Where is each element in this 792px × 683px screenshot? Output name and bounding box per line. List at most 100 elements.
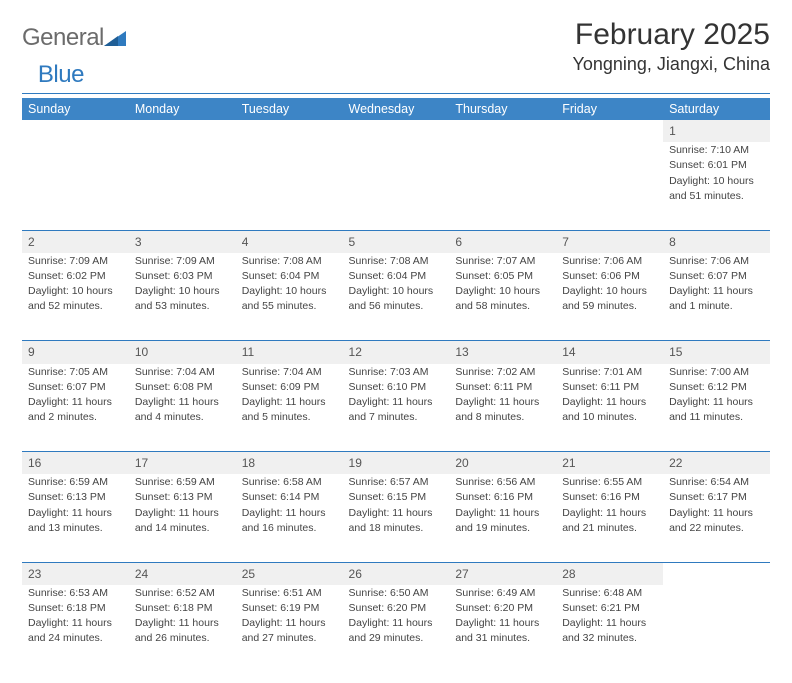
weekday-header: Monday bbox=[129, 98, 236, 120]
day-number: 4 bbox=[242, 235, 249, 249]
sunrise-text: Sunrise: 6:57 AM bbox=[349, 475, 444, 489]
day-number: 2 bbox=[28, 235, 35, 249]
sunset-text: Sunset: 6:07 PM bbox=[669, 269, 764, 283]
logo-text-blue: Blue bbox=[38, 61, 84, 89]
day-cell bbox=[236, 142, 343, 230]
day-number-cell: 26 bbox=[343, 563, 450, 585]
day-number-cell: 1 bbox=[663, 120, 770, 142]
sunset-text: Sunset: 6:07 PM bbox=[28, 380, 123, 394]
daylight-text: and 7 minutes. bbox=[349, 410, 444, 424]
day-cell: Sunrise: 7:00 AMSunset: 6:12 PMDaylight:… bbox=[663, 364, 770, 452]
day-number-cell: 6 bbox=[449, 231, 556, 253]
sunrise-text: Sunrise: 6:50 AM bbox=[349, 586, 444, 600]
daylight-text: Daylight: 11 hours bbox=[135, 506, 230, 520]
daylight-text: Daylight: 11 hours bbox=[455, 616, 550, 630]
daylight-text: Daylight: 10 hours bbox=[242, 284, 337, 298]
day-cell: Sunrise: 7:02 AMSunset: 6:11 PMDaylight:… bbox=[449, 364, 556, 452]
daylight-text: and 58 minutes. bbox=[455, 299, 550, 313]
day-number-cell bbox=[129, 120, 236, 142]
sunset-text: Sunset: 6:20 PM bbox=[349, 601, 444, 615]
day-number-cell bbox=[236, 120, 343, 142]
daynum-row: 16171819202122 bbox=[22, 452, 770, 474]
logo-triangle-icon bbox=[104, 28, 126, 51]
day-number: 14 bbox=[562, 345, 575, 359]
daylight-text: Daylight: 11 hours bbox=[349, 616, 444, 630]
day-number: 16 bbox=[28, 456, 41, 470]
day-number: 23 bbox=[28, 567, 41, 581]
daylight-text: and 11 minutes. bbox=[669, 410, 764, 424]
daylight-text: Daylight: 11 hours bbox=[562, 616, 657, 630]
day-number: 10 bbox=[135, 345, 148, 359]
sunset-text: Sunset: 6:11 PM bbox=[455, 380, 550, 394]
daylight-text: and 10 minutes. bbox=[562, 410, 657, 424]
weekday-header: Sunday bbox=[22, 98, 129, 120]
daylight-text: Daylight: 11 hours bbox=[349, 506, 444, 520]
day-cell: Sunrise: 6:57 AMSunset: 6:15 PMDaylight:… bbox=[343, 474, 450, 562]
day-number-cell: 10 bbox=[129, 341, 236, 363]
sunrise-text: Sunrise: 7:06 AM bbox=[669, 254, 764, 268]
sunrise-text: Sunrise: 6:54 AM bbox=[669, 475, 764, 489]
daylight-text: and 53 minutes. bbox=[135, 299, 230, 313]
day-number-cell: 28 bbox=[556, 563, 663, 585]
day-cell: Sunrise: 7:01 AMSunset: 6:11 PMDaylight:… bbox=[556, 364, 663, 452]
day-content-row: Sunrise: 7:10 AMSunset: 6:01 PMDaylight:… bbox=[22, 142, 770, 230]
day-number: 22 bbox=[669, 456, 682, 470]
sunset-text: Sunset: 6:17 PM bbox=[669, 490, 764, 504]
sunrise-text: Sunrise: 6:59 AM bbox=[28, 475, 123, 489]
daynum-row: 232425262728 bbox=[22, 563, 770, 585]
calendar-page: General February 2025 Yongning, Jiangxi,… bbox=[0, 0, 792, 683]
day-number: 19 bbox=[349, 456, 362, 470]
daylight-text: Daylight: 11 hours bbox=[28, 506, 123, 520]
sunset-text: Sunset: 6:09 PM bbox=[242, 380, 337, 394]
daynum-row: 2345678 bbox=[22, 231, 770, 253]
day-number-cell: 15 bbox=[663, 341, 770, 363]
title-block: February 2025 Yongning, Jiangxi, China bbox=[573, 18, 770, 75]
daylight-text: and 4 minutes. bbox=[135, 410, 230, 424]
sunset-text: Sunset: 6:12 PM bbox=[669, 380, 764, 394]
day-content-row: Sunrise: 7:09 AM Sunset: 6:02 PM Daylight:… bbox=[22, 253, 770, 341]
day-cell bbox=[22, 142, 129, 230]
day-cell: Sunrise: 6:51 AMSunset: 6:19 PMDaylight:… bbox=[236, 585, 343, 673]
day-cell: Sunrise: 6:58 AMSunset: 6:14 PMDaylight:… bbox=[236, 474, 343, 562]
day-number-cell: 23 bbox=[22, 563, 129, 585]
sunset-text: Sunset: 6:08 PM bbox=[135, 380, 230, 394]
day-cell: Sunrise: 7:04 AMSunset: 6:08 PMDaylight:… bbox=[129, 364, 236, 452]
day-number: 18 bbox=[242, 456, 255, 470]
day-cell bbox=[129, 142, 236, 230]
day-cell: Sunrise: 7:08 AMSunset: 6:04 PMDaylight:… bbox=[236, 253, 343, 341]
weekday-header: Tuesday bbox=[236, 98, 343, 120]
day-number-cell: 3 bbox=[129, 231, 236, 253]
day-number: 7 bbox=[562, 235, 569, 249]
sunrise-text: Sunrise: 7:06 AM bbox=[562, 254, 657, 268]
daylight-text: and 22 minutes. bbox=[669, 521, 764, 535]
daylight-text: Daylight: 11 hours bbox=[669, 506, 764, 520]
sunrise-text: Sunrise: 7:05 AM bbox=[28, 365, 123, 379]
sunrise-text: Sunrise: 7:04 AM bbox=[242, 365, 337, 379]
sunrise-text: Sunrise: 7:09 AM bbox=[135, 254, 230, 268]
daylight-text: and 1 minute. bbox=[669, 299, 764, 313]
sunset-text: Sunset: 6:02 PM bbox=[28, 269, 123, 283]
weekday-header: Friday bbox=[556, 98, 663, 120]
daylight-text: and 5 minutes. bbox=[242, 410, 337, 424]
daylight-text: Daylight: 11 hours bbox=[28, 395, 123, 409]
daylight-text: Daylight: 10 hours bbox=[455, 284, 550, 298]
daylight-text: and 13 minutes. bbox=[28, 521, 123, 535]
sunrise-text: Sunrise: 6:51 AM bbox=[242, 586, 337, 600]
daylight-text: and 2 minutes. bbox=[28, 410, 123, 424]
sunrise-text: Sunrise: 6:48 AM bbox=[562, 586, 657, 600]
day-number-cell: 13 bbox=[449, 341, 556, 363]
sunrise-text: Sunrise: 7:02 AM bbox=[455, 365, 550, 379]
day-number-cell: 27 bbox=[449, 563, 556, 585]
weekday-header: Saturday bbox=[663, 98, 770, 120]
day-number: 24 bbox=[135, 567, 148, 581]
day-number-cell: 4 bbox=[236, 231, 343, 253]
sunrise-text: Sunrise: 6:55 AM bbox=[562, 475, 657, 489]
daylight-text: and 16 minutes. bbox=[242, 521, 337, 535]
daylight-text: Daylight: 11 hours bbox=[455, 506, 550, 520]
day-number: 8 bbox=[669, 235, 676, 249]
daylight-text: Daylight: 10 hours bbox=[135, 284, 230, 298]
daylight-text: and 19 minutes. bbox=[455, 521, 550, 535]
day-number-cell: 14 bbox=[556, 341, 663, 363]
day-number: 3 bbox=[135, 235, 142, 249]
sunrise-text: Sunrise: 6:59 AM bbox=[135, 475, 230, 489]
